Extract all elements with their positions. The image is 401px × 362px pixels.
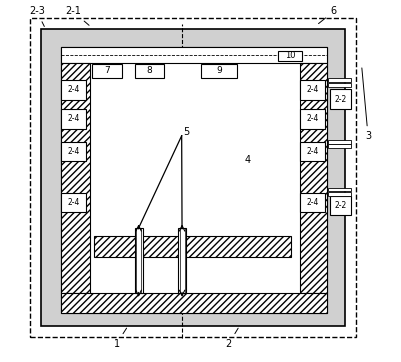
- Text: 2-4: 2-4: [306, 114, 319, 123]
- Bar: [92, 64, 122, 78]
- Text: 2-4: 2-4: [68, 114, 80, 123]
- Text: 6: 6: [318, 7, 337, 24]
- Text: 2-2: 2-2: [334, 94, 347, 104]
- Text: 8: 8: [147, 67, 152, 75]
- Text: 2-2: 2-2: [334, 201, 347, 210]
- Text: 2-3: 2-3: [29, 7, 45, 26]
- Text: 2-4: 2-4: [68, 85, 80, 94]
- Text: 2-1: 2-1: [65, 7, 89, 25]
- Bar: [300, 80, 325, 100]
- Bar: [328, 83, 351, 87]
- Bar: [201, 64, 237, 78]
- Bar: [328, 140, 351, 144]
- Bar: [61, 63, 90, 293]
- Bar: [300, 63, 327, 293]
- Text: 3: 3: [362, 68, 371, 142]
- Bar: [135, 228, 143, 293]
- Text: 4: 4: [245, 155, 251, 165]
- Text: 2-4: 2-4: [306, 198, 319, 207]
- Text: 7: 7: [104, 67, 109, 75]
- Bar: [328, 78, 351, 82]
- Bar: [178, 228, 186, 293]
- Text: 2: 2: [226, 328, 238, 349]
- Bar: [61, 47, 327, 63]
- Text: 9: 9: [217, 67, 222, 75]
- Bar: [330, 196, 351, 215]
- Text: 1: 1: [113, 328, 127, 349]
- Text: 10: 10: [285, 51, 296, 60]
- Bar: [300, 193, 325, 212]
- Bar: [94, 236, 291, 257]
- Bar: [41, 29, 345, 326]
- Text: 2-4: 2-4: [68, 147, 80, 156]
- Bar: [61, 109, 87, 129]
- Bar: [328, 188, 351, 191]
- Bar: [61, 193, 87, 212]
- Text: 2-4: 2-4: [306, 147, 319, 156]
- Bar: [61, 293, 327, 313]
- Bar: [61, 47, 327, 313]
- Bar: [278, 51, 302, 61]
- Bar: [30, 18, 356, 337]
- Bar: [135, 64, 164, 78]
- Bar: [328, 192, 351, 196]
- Bar: [61, 142, 87, 161]
- Text: 2-4: 2-4: [68, 198, 80, 207]
- Bar: [300, 109, 325, 129]
- Bar: [61, 80, 87, 100]
- Bar: [330, 89, 351, 109]
- Text: 5: 5: [184, 127, 190, 137]
- Bar: [328, 144, 351, 148]
- Bar: [300, 142, 325, 161]
- Text: 2-4: 2-4: [306, 85, 319, 94]
